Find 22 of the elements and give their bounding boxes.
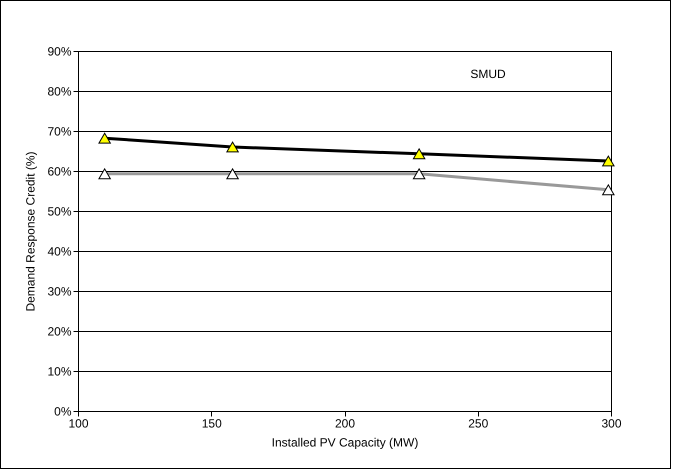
y-tick-label: 10% (47, 364, 72, 378)
y-tick-label: 0% (54, 404, 72, 418)
point (412, 148, 426, 160)
point (226, 142, 239, 152)
y-tick-label: 80% (47, 84, 72, 98)
annotation: SMUD (470, 67, 506, 81)
y-tick-label: 20% (47, 324, 72, 338)
point (98, 132, 111, 144)
x-tick-label: 250 (468, 416, 489, 430)
y-tick-label: 60% (47, 164, 72, 178)
x-tick-label: 200 (334, 416, 356, 430)
y-tick-label: 50% (47, 204, 72, 218)
y-tick-label: 90% (47, 44, 72, 58)
point (602, 156, 615, 166)
y-tick-label: 30% (47, 284, 72, 298)
y-tick-label: 70% (47, 124, 72, 138)
y-axis-title: Demand Response Credit (%) (23, 151, 38, 312)
x-tick-label: 300 (601, 416, 622, 430)
x-axis-title: Installed PV Capacity (MW) (272, 436, 418, 450)
x-tick-label: 150 (202, 416, 222, 430)
y-tick-label: 40% (47, 244, 72, 258)
x-tick-label: 100 (68, 416, 89, 430)
